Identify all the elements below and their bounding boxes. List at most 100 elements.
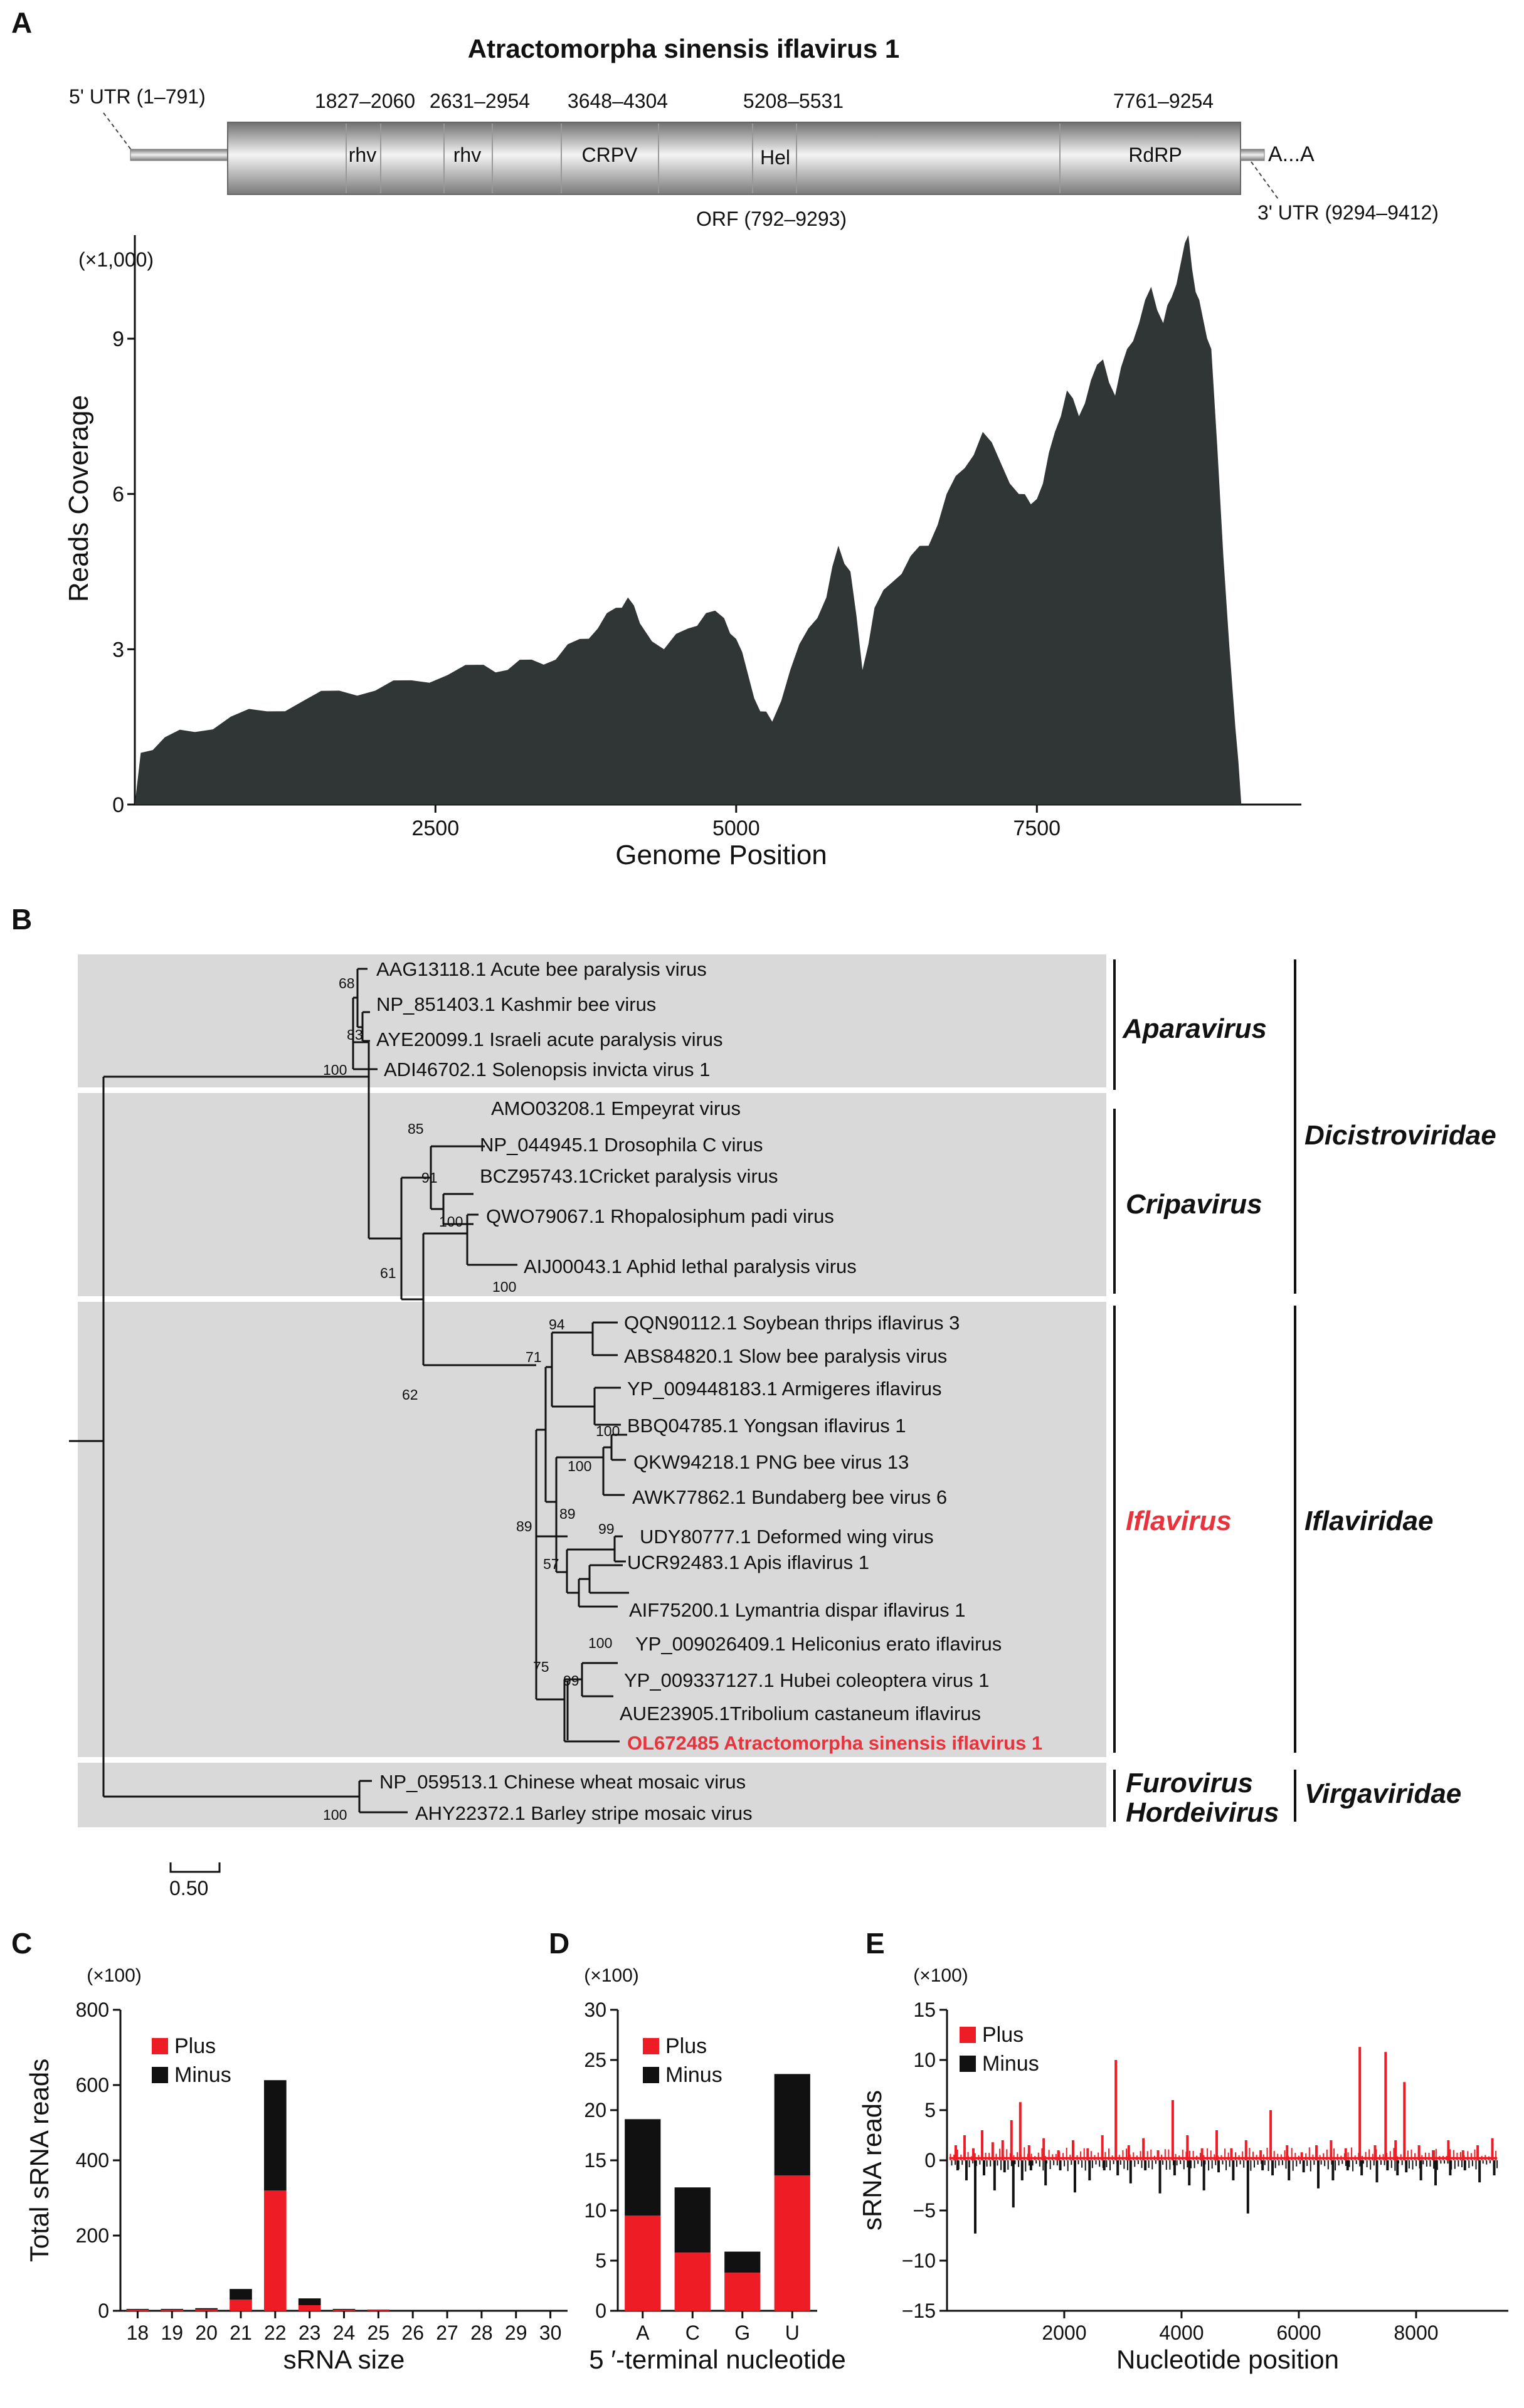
genus-brackets: [1113, 959, 1296, 1822]
x-tick-label: 8000: [1394, 2321, 1438, 2344]
bootstrap-label: 100: [323, 1062, 347, 1078]
legend-swatch-plus: [960, 2027, 976, 2043]
x-tick-label: 30: [539, 2321, 562, 2344]
domain-range-rhv-2: 2631–2954: [430, 90, 530, 112]
x-tick-label: 27: [436, 2321, 458, 2344]
family-iflaviridae: Iflaviridae: [1304, 1506, 1433, 1536]
domain-range-rdrp: 7761–9254: [1113, 90, 1214, 112]
y-tick-label: 600: [76, 2074, 109, 2096]
chart-nucleotide-position: (×100) −15 −10 −5 0 5 10 15 2000 4000 6000 8000 Nucl…: [857, 1965, 1508, 2374]
bootstrap-label: 75: [533, 1659, 549, 1675]
utr5-label: 5' UTR (1–791): [69, 85, 206, 108]
bar-plus: [724, 2273, 761, 2311]
bar-minus: [195, 2308, 218, 2310]
bar-minus: [126, 2309, 149, 2310]
domain-range-hel: 5208–5531: [743, 90, 844, 112]
bar-minus: [332, 2309, 356, 2310]
y-tick-label: 15: [584, 2149, 606, 2172]
chart-sRNA-size: (×100) 0 200 400 600 800 18 19 20 21 22 23 24 25 26 27 2…: [24, 1965, 568, 2374]
bar-plus: [774, 2175, 810, 2311]
utr3-leader: [1251, 161, 1280, 201]
genus-furovirus: Furovirus: [1126, 1768, 1253, 1798]
x-tick-label: 18: [127, 2321, 149, 2344]
leaf-label: ADI46702.1 Solenopsis invicta virus 1: [384, 1059, 710, 1080]
y-multiplier: (×100): [87, 1965, 142, 1986]
bootstrap-label: 99: [563, 1672, 579, 1689]
tree-branches: [69, 968, 629, 1814]
coverage-area: [135, 235, 1242, 805]
y-tick-label: 400: [76, 2149, 109, 2172]
coverage-ylabel: Reads Coverage: [63, 395, 94, 602]
utr3-bar: [1240, 149, 1265, 161]
x-tick-label: 28: [470, 2321, 493, 2344]
leaf-label: NP_044945.1 Drosophila C virus: [480, 1134, 763, 1156]
bar-plus: [263, 2190, 287, 2311]
panel-label-c: C: [11, 1927, 32, 1960]
genus-aparavirus: Aparavirus: [1122, 1013, 1267, 1044]
panel-label-e: E: [865, 1927, 885, 1960]
y-tick-label: 10: [584, 2199, 606, 2222]
bootstrap-label: 100: [439, 1213, 463, 1230]
domain-dividers: [346, 124, 1061, 193]
y-tick-label: 25: [584, 2049, 606, 2071]
y-multiplier: (×100): [584, 1965, 639, 1986]
bootstrap-label: 99: [598, 1521, 615, 1537]
leaf-label: YP_009337127.1 Hubei coleoptera virus 1: [624, 1669, 990, 1691]
coverage-ytick-label: 0: [112, 793, 124, 817]
bootstrap-label: 100: [323, 1807, 347, 1823]
clade-bg-iflavirus: [78, 1302, 1106, 1757]
bar-minus: [625, 2119, 661, 2215]
leaf-label: QKW94218.1 PNG bee virus 13: [633, 1451, 909, 1473]
leaf-label: ABS84820.1 Slow bee paralysis virus: [624, 1345, 947, 1367]
leaf-label: AAG13118.1 Acute bee paralysis virus: [376, 958, 707, 980]
utr5-leader: [103, 112, 132, 151]
bootstrap-label: 57: [543, 1556, 559, 1572]
y-axis-label: Total sRNA reads: [24, 2059, 54, 2262]
x-tick-label: 19: [161, 2321, 183, 2344]
panel-label-d: D: [549, 1927, 569, 1960]
leaf-label: QWO79067.1 Rhopalosiphum padi virus: [486, 1205, 834, 1227]
leaf-label-highlight: OL672485 Atractomorpha sinensis iflaviru…: [627, 1732, 1042, 1754]
bootstrap-values: 68 83 100 85 91 100 100 61 94 71 100 62 …: [323, 975, 620, 1823]
legend-label-plus: Plus: [174, 2034, 216, 2058]
orf-label: ORF (792–9293): [696, 208, 847, 230]
y-tick-label: −15: [902, 2300, 936, 2322]
genome-title: Atractomorpha sinensis iflavirus 1: [468, 34, 900, 63]
bootstrap-label: 83: [347, 1027, 363, 1043]
legend-swatch-minus: [152, 2067, 168, 2083]
x-tick-label: 21: [230, 2321, 252, 2344]
domain-name-rhv-1: rhv: [349, 144, 376, 166]
leaf-label: AIJ00043.1 Aphid lethal paralysis virus: [524, 1255, 857, 1277]
legend-swatch-minus: [643, 2067, 659, 2083]
y-tick-label: 0: [924, 2149, 936, 2172]
y-tick-label: 0: [595, 2300, 606, 2322]
bootstrap-label: 94: [549, 1316, 565, 1333]
bootstrap-label: 68: [339, 975, 355, 991]
legend-label-minus: Minus: [665, 2063, 722, 2087]
x-tick-label: 4000: [1159, 2321, 1204, 2344]
x-tick-label: U: [785, 2321, 800, 2344]
genus-iflavirus: Iflavirus: [1126, 1506, 1232, 1536]
bootstrap-label: 100: [596, 1423, 620, 1439]
leaf-label: UDY80777.1 Deformed wing virus: [640, 1526, 934, 1548]
y-tick-label: 20: [584, 2099, 606, 2121]
domain-name-rdrp: RdRP: [1128, 144, 1182, 166]
x-axis-label: Nucleotide position: [1116, 2345, 1339, 2374]
bar-plus: [625, 2215, 661, 2311]
coverage-xlabel: Genome Position: [615, 840, 827, 870]
x-tick-label: 20: [195, 2321, 218, 2344]
bootstrap-label: 61: [380, 1265, 396, 1281]
family-dicistroviridae: Dicistroviridae: [1304, 1120, 1496, 1151]
clade-bg-aparavirus: [78, 954, 1106, 1087]
leaf-label: AUE23905.1Tribolium castaneum iflavirus: [620, 1703, 981, 1724]
coverage-xticks: 2500 5000 7500: [411, 805, 1061, 840]
domain-name-rhv-2: rhv: [453, 144, 481, 166]
bootstrap-label: 85: [408, 1121, 424, 1137]
leaf-label: UCR92483.1 Apis iflavirus 1: [627, 1551, 869, 1573]
panel-b: B: [11, 903, 1496, 1899]
legend-label-minus: Minus: [982, 2052, 1039, 2076]
x-tick-label: 26: [401, 2321, 424, 2344]
leaf-label: AWK77862.1 Bundaberg bee virus 6: [632, 1486, 947, 1508]
bar-plus: [230, 2300, 252, 2311]
coverage-ytick-label: 6: [112, 483, 124, 507]
